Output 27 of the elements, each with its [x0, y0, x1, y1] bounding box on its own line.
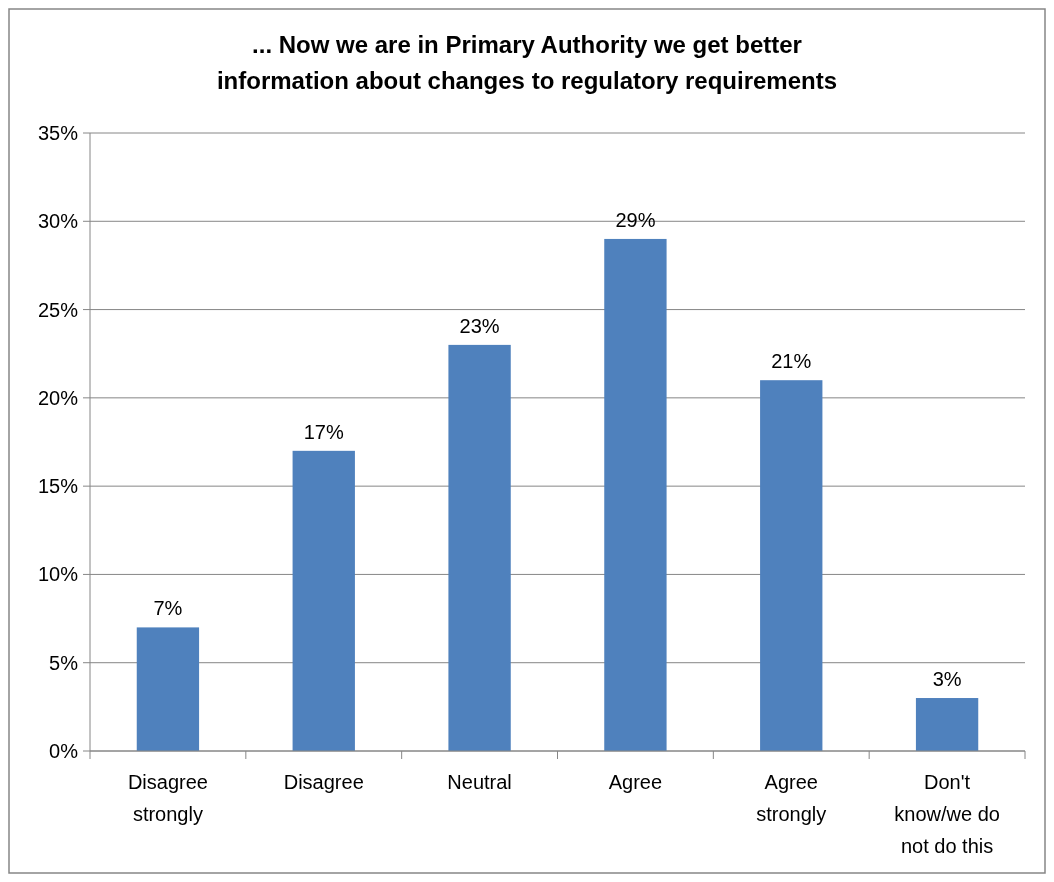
x-tick-label: Agree	[608, 771, 663, 793]
x-tick-label: Don't know/we do not do this	[894, 771, 1000, 857]
y-tick-label: 25%	[37, 298, 79, 321]
x-tick-label: Neutral	[447, 771, 512, 793]
chart-title: ... Now we are in Primary Authority we get better information about changes to regulatory requirements	[216, 31, 838, 94]
y-tick-label: 5%	[49, 651, 79, 674]
y-tick-label: 0%	[49, 740, 79, 762]
bar	[448, 344, 511, 751]
data-label: 7%	[153, 597, 183, 620]
y-tick-label: 10%	[37, 563, 79, 586]
x-tick-label: Agree strongly	[756, 771, 827, 825]
data-label: 3%	[932, 668, 962, 691]
data-label: 17%	[303, 420, 344, 443]
data-label: 29%	[615, 208, 656, 231]
y-tick-label: 15%	[37, 475, 79, 498]
y-tick-label: 30%	[37, 210, 79, 233]
bar	[915, 698, 979, 751]
data-label: 21%	[771, 350, 812, 373]
bar	[292, 450, 355, 751]
bar	[760, 380, 823, 751]
x-tick-label: Disagree	[283, 771, 364, 793]
x-tick-label: Disagree strongly	[127, 771, 208, 825]
y-tick-label: 35%	[37, 122, 79, 144]
y-tick-label: 20%	[37, 386, 79, 409]
data-label: 23%	[459, 314, 500, 337]
bar	[604, 238, 667, 751]
bar	[136, 627, 200, 751]
